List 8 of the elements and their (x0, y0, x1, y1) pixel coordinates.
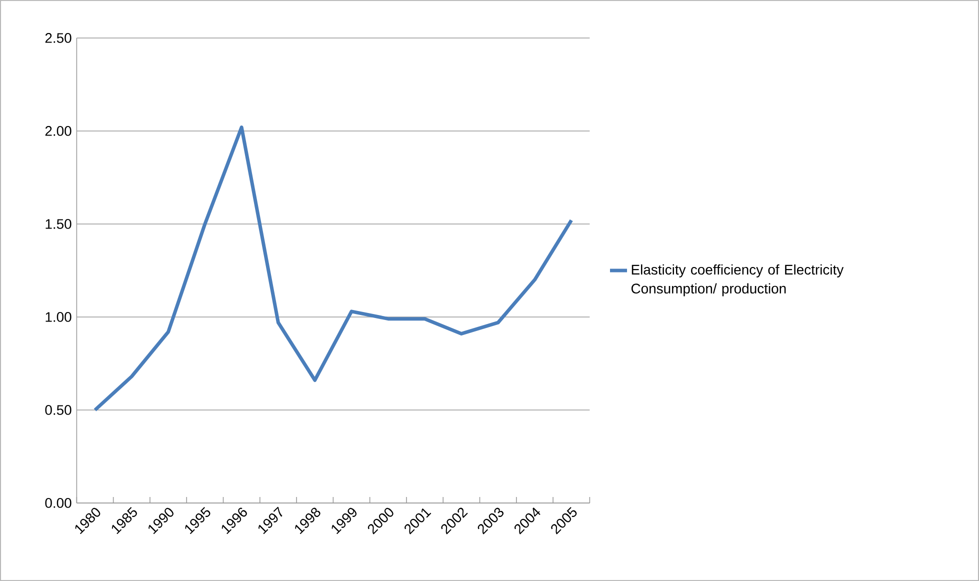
y-tick-label: 0.50 (45, 405, 72, 415)
legend-label: Elasticity coefficiency of Electricity Consumption/ production (631, 264, 844, 296)
y-tick-label: 1.50 (46, 219, 72, 229)
y-tick-label: 2.50 (45, 33, 72, 43)
y-tick-label: 0.00 (45, 498, 72, 508)
line-series (93, 126, 574, 412)
y-tick-label: 2.00 (45, 126, 72, 136)
y-tick-label: 1.00 (46, 312, 72, 322)
